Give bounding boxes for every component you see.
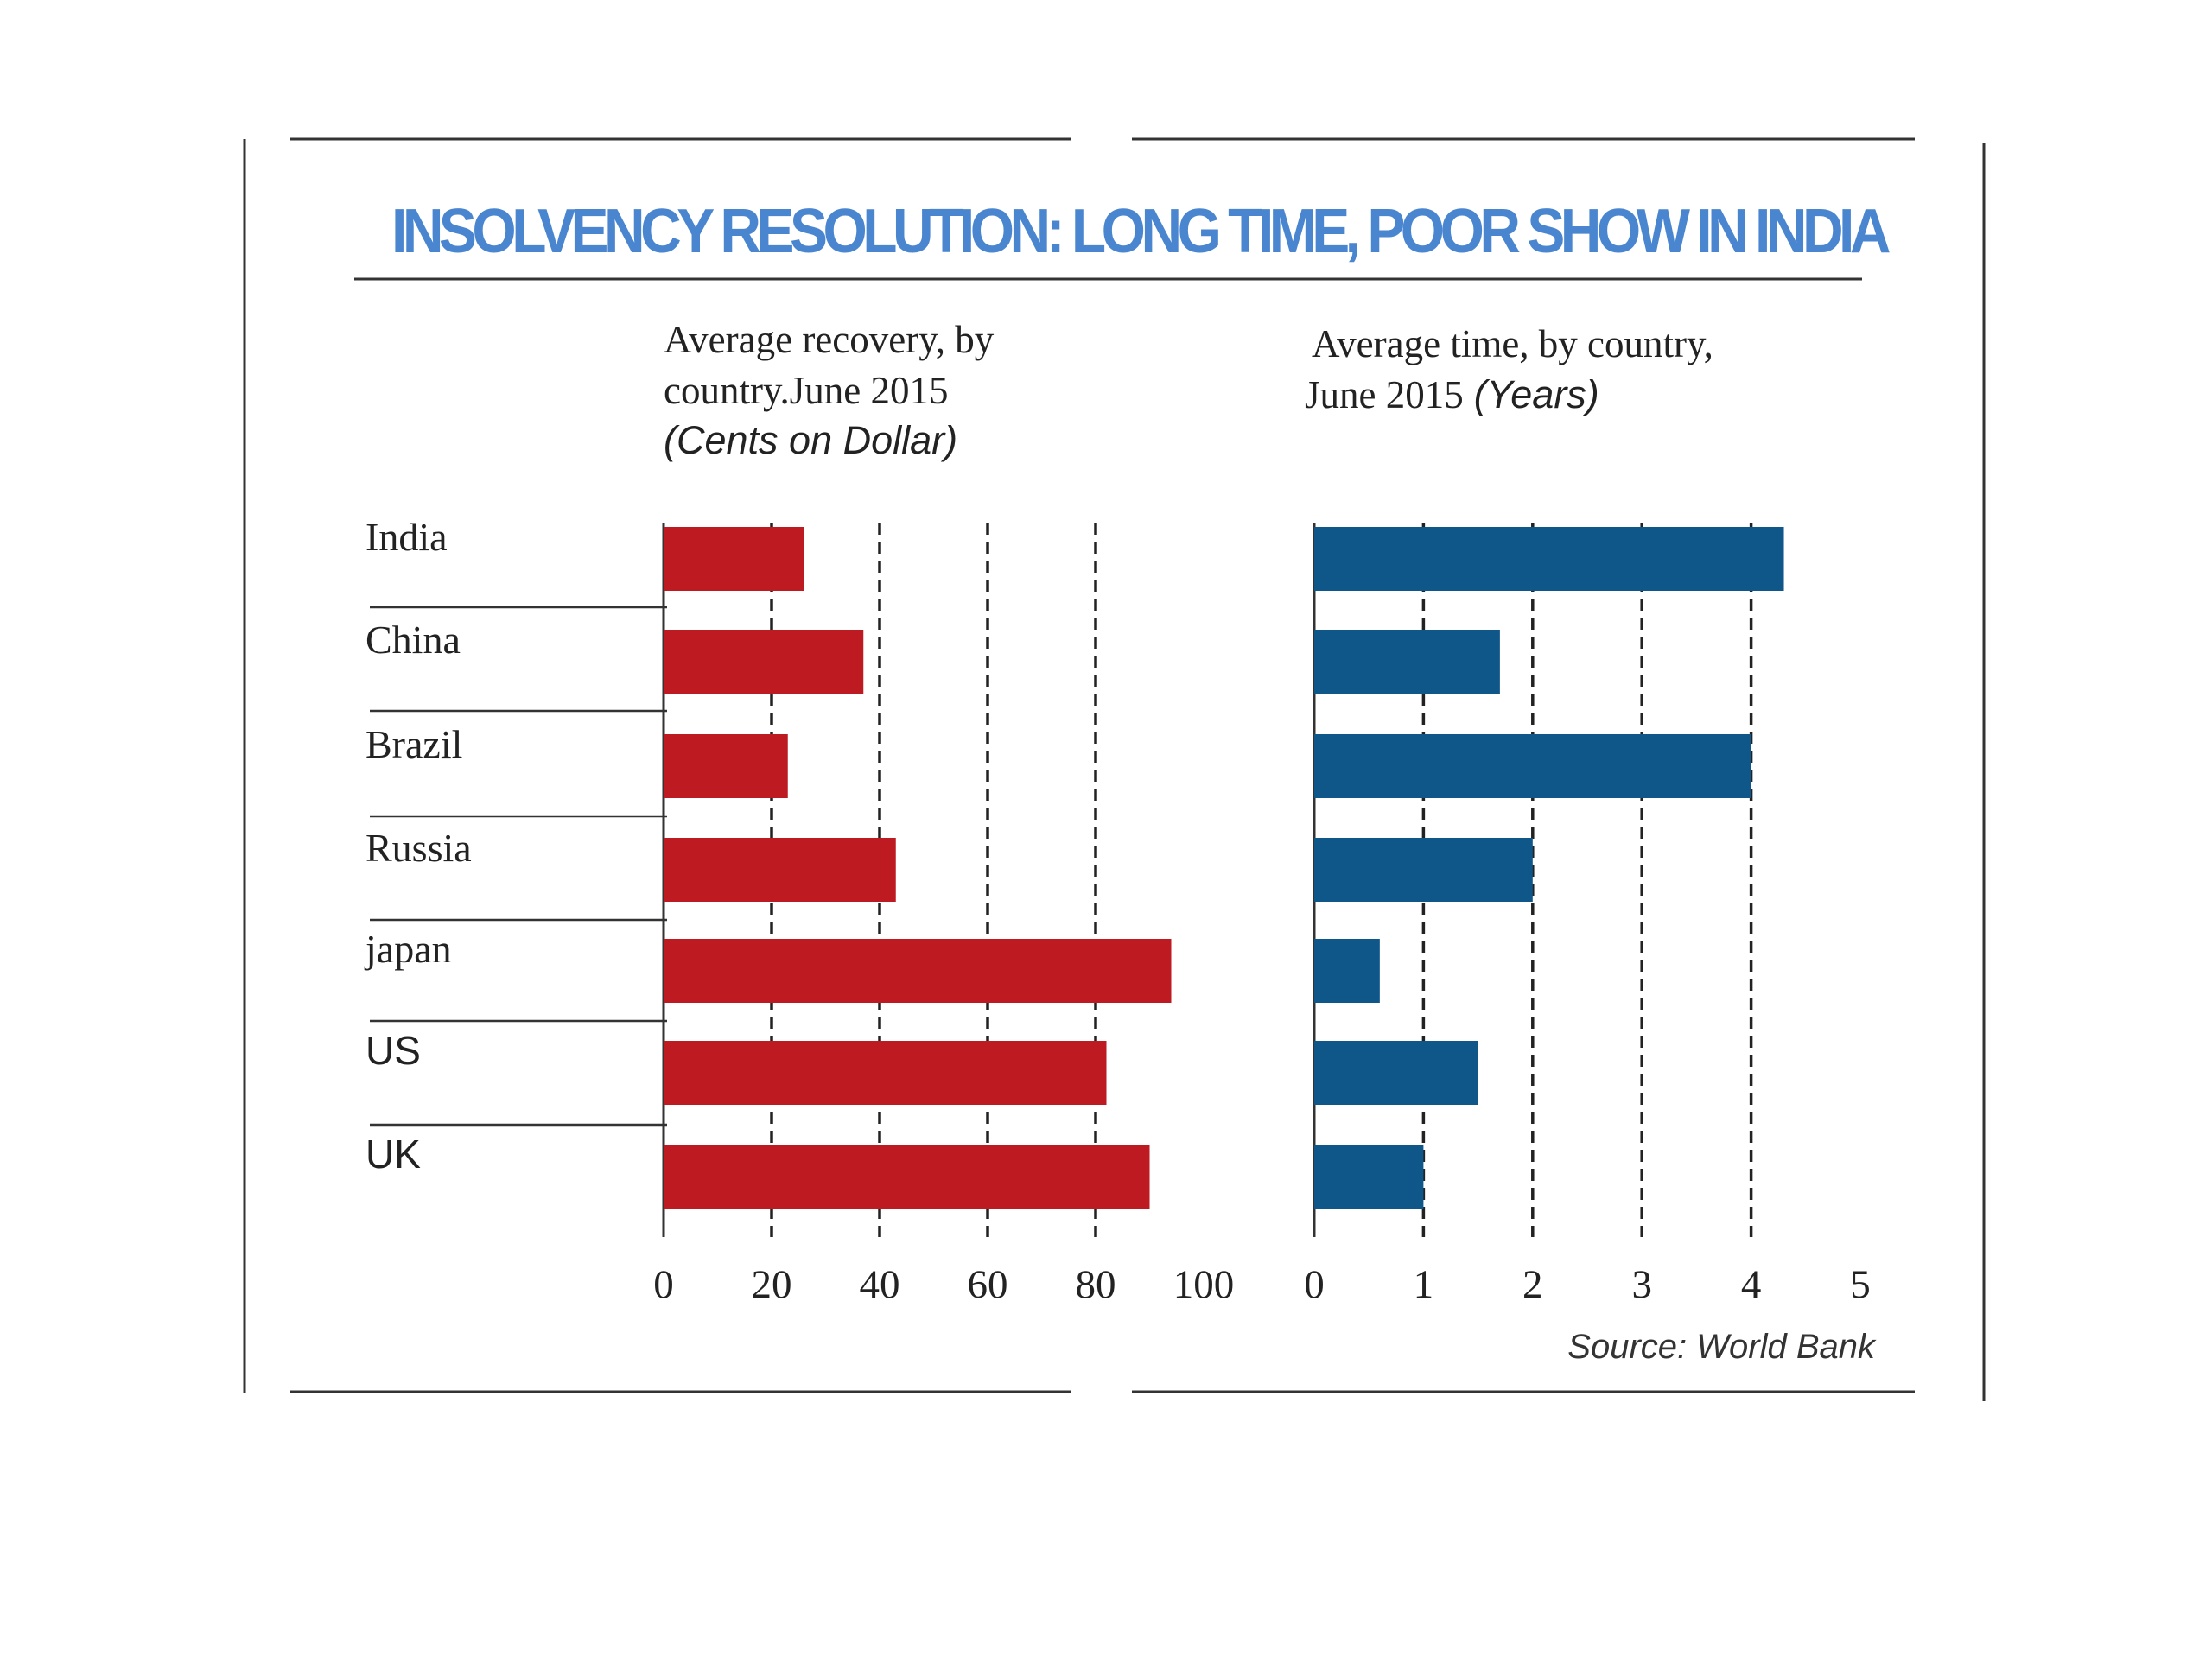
recovery-panel-header: Average recovery, by country.June 2015 (… — [664, 318, 995, 462]
recovery-tick-40: 40 — [860, 1262, 900, 1307]
time-bar-us — [1314, 1041, 1478, 1105]
time-bar-china — [1314, 630, 1500, 694]
category-labels: India China Brazil Russia japan US UK — [364, 515, 667, 1177]
recovery-bar-china — [664, 630, 864, 694]
time-bar-uk — [1314, 1145, 1424, 1209]
recovery-tick-60: 60 — [968, 1262, 1008, 1307]
time-subtitle-line-2: June 2015 (Years) — [1305, 372, 1599, 416]
recovery-bars — [664, 527, 1172, 1209]
source-note: Source: World Bank — [1567, 1328, 1877, 1366]
category-label-japan: japan — [364, 927, 452, 971]
time-subtitle-line-1: Average time, by country, — [1312, 322, 1713, 365]
time-bar-russia — [1314, 838, 1533, 902]
recovery-subtitle-line-1: Average recovery, by — [664, 318, 995, 361]
recovery-tick-80: 80 — [1076, 1262, 1116, 1307]
time-bar-japan — [1314, 939, 1380, 1003]
recovery-tick-20: 20 — [752, 1262, 792, 1307]
tick-labels: 0 20 40 60 80 100 0 1 2 3 4 5 — [653, 1262, 1871, 1307]
recovery-bar-brazil — [664, 734, 788, 798]
time-tick-5: 5 — [1850, 1262, 1871, 1307]
time-bars — [1314, 527, 1784, 1209]
time-bar-india — [1314, 527, 1784, 591]
time-tick-0: 0 — [1304, 1262, 1325, 1307]
time-tick-3: 3 — [1631, 1262, 1652, 1307]
time-tick-4: 4 — [1741, 1262, 1762, 1307]
recovery-bar-us — [664, 1041, 1107, 1105]
time-tick-1: 1 — [1414, 1262, 1434, 1307]
recovery-bar-japan — [664, 939, 1172, 1003]
time-unit: (Years) — [1474, 372, 1599, 416]
time-panel-header: Average time, by country, June 2015 (Year… — [1305, 322, 1713, 416]
recovery-bar-uk — [664, 1145, 1150, 1209]
category-label-russia: Russia — [365, 826, 472, 870]
recovery-tick-0: 0 — [653, 1262, 674, 1307]
time-bar-brazil — [1314, 734, 1751, 798]
time-subtitle-line-2-date: June 2015 — [1305, 373, 1464, 416]
category-label-india: India — [365, 515, 448, 559]
recovery-bar-russia — [664, 838, 896, 902]
category-label-us: US — [365, 1028, 421, 1073]
category-label-brazil: Brazil — [365, 722, 462, 766]
recovery-tick-100: 100 — [1173, 1262, 1235, 1307]
time-tick-2: 2 — [1522, 1262, 1543, 1307]
recovery-subtitle-line-2: country.June 2015 — [664, 369, 949, 412]
chart-title: INSOLVENCY RESOLUTION: LONG TIME, POOR S… — [391, 197, 1891, 266]
category-label-china: China — [365, 618, 461, 662]
recovery-unit: (Cents on Dollar) — [664, 418, 957, 462]
recovery-bar-india — [664, 527, 804, 591]
category-label-uk: UK — [365, 1132, 421, 1177]
frame — [243, 137, 1986, 1401]
